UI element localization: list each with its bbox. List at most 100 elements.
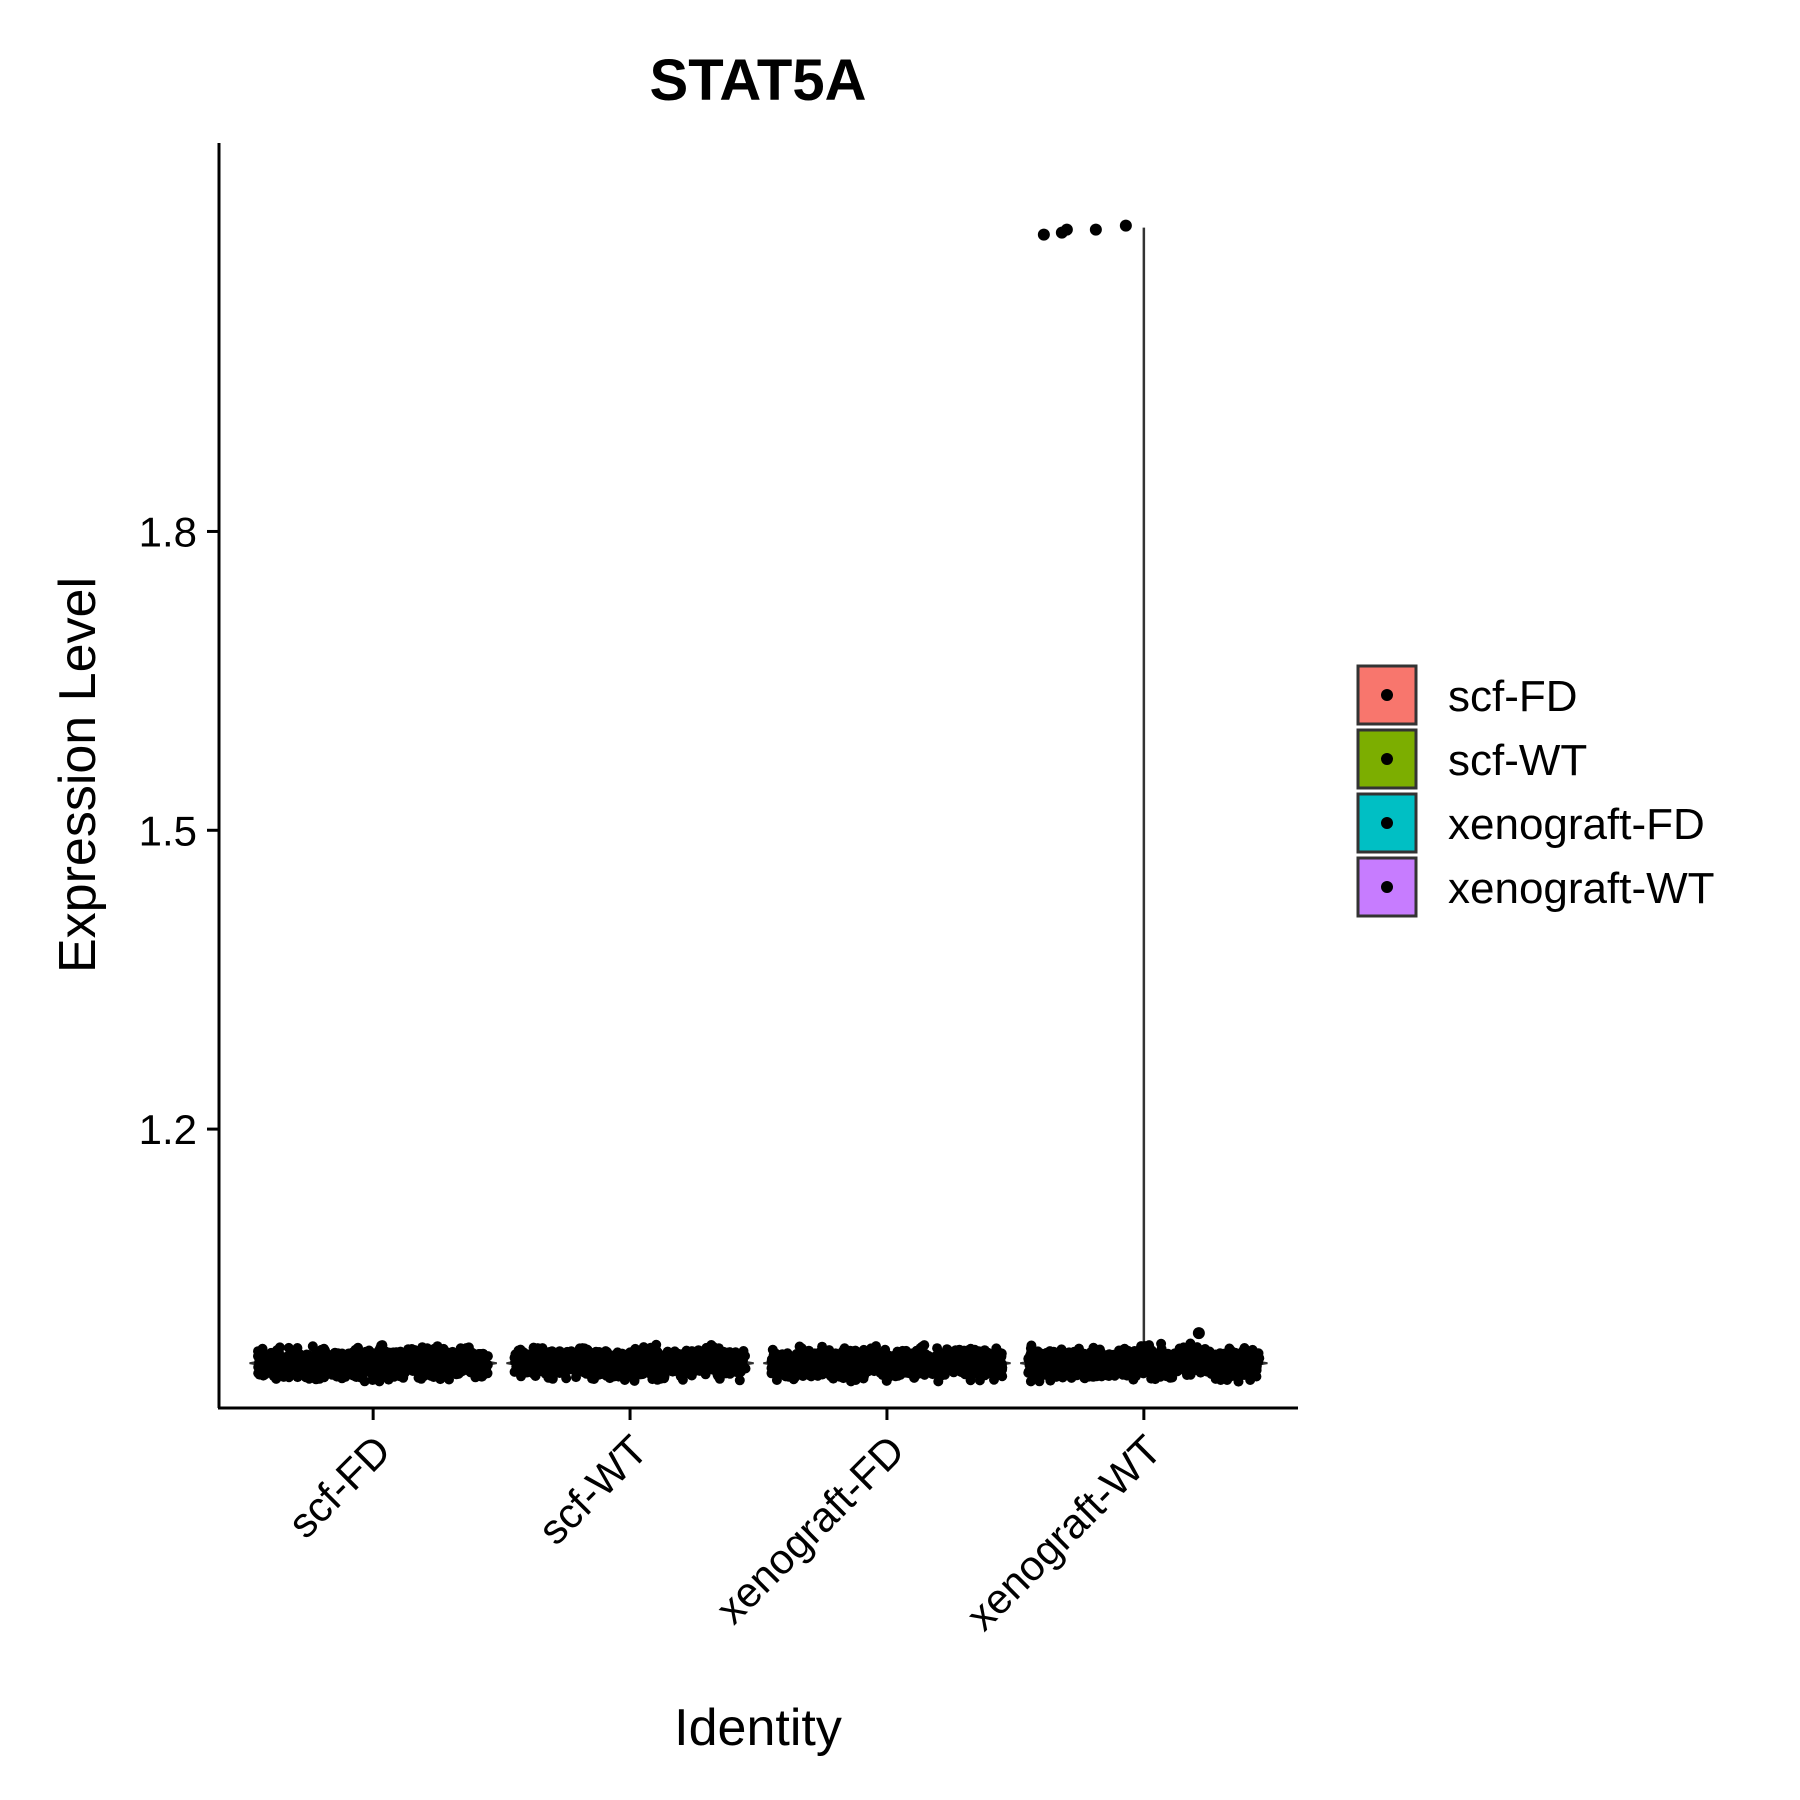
data-point bbox=[899, 1365, 910, 1376]
data-point bbox=[865, 1364, 876, 1375]
data-point bbox=[1104, 1361, 1115, 1371]
data-point bbox=[325, 1363, 336, 1374]
data-point bbox=[923, 1350, 934, 1361]
legend-dot bbox=[1381, 753, 1393, 765]
data-point bbox=[353, 1360, 364, 1371]
data-point bbox=[964, 1353, 975, 1364]
data-point bbox=[1089, 1346, 1100, 1357]
data-point bbox=[667, 1366, 678, 1377]
data-point bbox=[892, 1346, 903, 1357]
data-point bbox=[453, 1368, 464, 1379]
data-point bbox=[915, 1343, 926, 1354]
data-point bbox=[440, 1363, 451, 1374]
data-point bbox=[374, 1376, 385, 1387]
data-point bbox=[611, 1359, 622, 1370]
data-point bbox=[1208, 1366, 1219, 1377]
legend-item-scf-WT: scf-WT bbox=[1356, 728, 1587, 790]
jitter-points-scf-WT bbox=[509, 1339, 751, 1386]
data-point bbox=[253, 1368, 264, 1379]
data-point bbox=[838, 1349, 849, 1360]
data-point bbox=[299, 1351, 310, 1362]
data-point bbox=[847, 1370, 858, 1380]
data-point bbox=[482, 1351, 493, 1362]
data-point bbox=[1123, 1366, 1134, 1377]
data-point bbox=[268, 1365, 279, 1376]
data-point bbox=[576, 1355, 587, 1366]
data-point bbox=[1165, 1372, 1176, 1383]
data-point bbox=[513, 1345, 524, 1356]
data-point bbox=[719, 1356, 730, 1366]
data-point bbox=[909, 1364, 920, 1375]
data-point bbox=[617, 1368, 628, 1378]
data-point bbox=[790, 1364, 800, 1375]
data-point bbox=[1166, 1354, 1177, 1365]
x-tick-label: scf-FD bbox=[279, 1426, 400, 1547]
data-point bbox=[871, 1357, 882, 1368]
data-point bbox=[536, 1350, 547, 1361]
data-point bbox=[725, 1348, 736, 1359]
data-point bbox=[861, 1352, 872, 1363]
data-point bbox=[630, 1347, 641, 1358]
data-point bbox=[814, 1347, 825, 1358]
data-point bbox=[405, 1355, 416, 1366]
data-point bbox=[516, 1371, 526, 1382]
data-point bbox=[1152, 1361, 1163, 1372]
data-point bbox=[273, 1347, 284, 1357]
legend-label: xenograft-WT bbox=[1448, 864, 1715, 913]
x-axis-ticks: scf-FD scf-WT xenograft-FD xenograft-WT bbox=[279, 1408, 1170, 1639]
data-point bbox=[871, 1341, 881, 1352]
outlier-point bbox=[1119, 219, 1132, 232]
data-point bbox=[1215, 1375, 1226, 1385]
y-tick-label: 1.2 bbox=[139, 1106, 197, 1153]
data-point bbox=[778, 1367, 789, 1378]
data-point bbox=[1025, 1343, 1036, 1354]
data-point bbox=[514, 1353, 525, 1364]
data-point bbox=[1233, 1373, 1244, 1384]
legend-item-scf-FD: scf-FD bbox=[1356, 664, 1578, 726]
legend-dot bbox=[1381, 817, 1393, 829]
data-point bbox=[1079, 1373, 1090, 1384]
data-point bbox=[1043, 1368, 1054, 1379]
data-point bbox=[1245, 1352, 1256, 1363]
data-point bbox=[794, 1341, 805, 1352]
data-point bbox=[734, 1375, 745, 1386]
data-point bbox=[1114, 1345, 1124, 1356]
data-point bbox=[1031, 1359, 1042, 1370]
data-point bbox=[253, 1346, 263, 1357]
plot-area bbox=[249, 219, 1268, 1387]
data-point bbox=[953, 1361, 964, 1372]
data-point bbox=[1222, 1358, 1233, 1369]
data-point bbox=[738, 1355, 748, 1366]
data-point bbox=[1045, 1349, 1056, 1360]
violin-scf-WT bbox=[506, 1339, 754, 1386]
data-point bbox=[288, 1367, 299, 1378]
data-point bbox=[1245, 1375, 1256, 1385]
data-point bbox=[997, 1362, 1008, 1373]
data-point bbox=[535, 1364, 546, 1375]
data-point bbox=[543, 1372, 554, 1383]
data-point bbox=[317, 1351, 328, 1362]
data-point bbox=[627, 1371, 637, 1382]
data-point bbox=[772, 1359, 783, 1370]
x-tick-label: xenograft-WT bbox=[957, 1426, 1170, 1639]
y-axis-label: Expression Level bbox=[49, 577, 107, 973]
data-point bbox=[651, 1339, 662, 1350]
violin-xenograft-FD bbox=[763, 1340, 1011, 1387]
data-point bbox=[637, 1369, 648, 1380]
data-point bbox=[654, 1366, 665, 1377]
data-point bbox=[954, 1344, 965, 1355]
data-point bbox=[442, 1351, 453, 1362]
legend-item-xenograft-FD: xenograft-FD bbox=[1356, 792, 1705, 854]
data-point bbox=[604, 1359, 615, 1370]
data-point bbox=[344, 1358, 355, 1369]
data-point bbox=[373, 1351, 384, 1362]
data-point bbox=[1237, 1362, 1247, 1373]
data-point bbox=[1124, 1349, 1135, 1360]
data-point bbox=[791, 1356, 802, 1367]
data-point bbox=[881, 1375, 892, 1386]
jitter-points-scf-FD bbox=[253, 1340, 493, 1387]
y-tick-label: 1.5 bbox=[139, 807, 197, 854]
data-point bbox=[1136, 1346, 1147, 1357]
data-point bbox=[933, 1376, 944, 1387]
